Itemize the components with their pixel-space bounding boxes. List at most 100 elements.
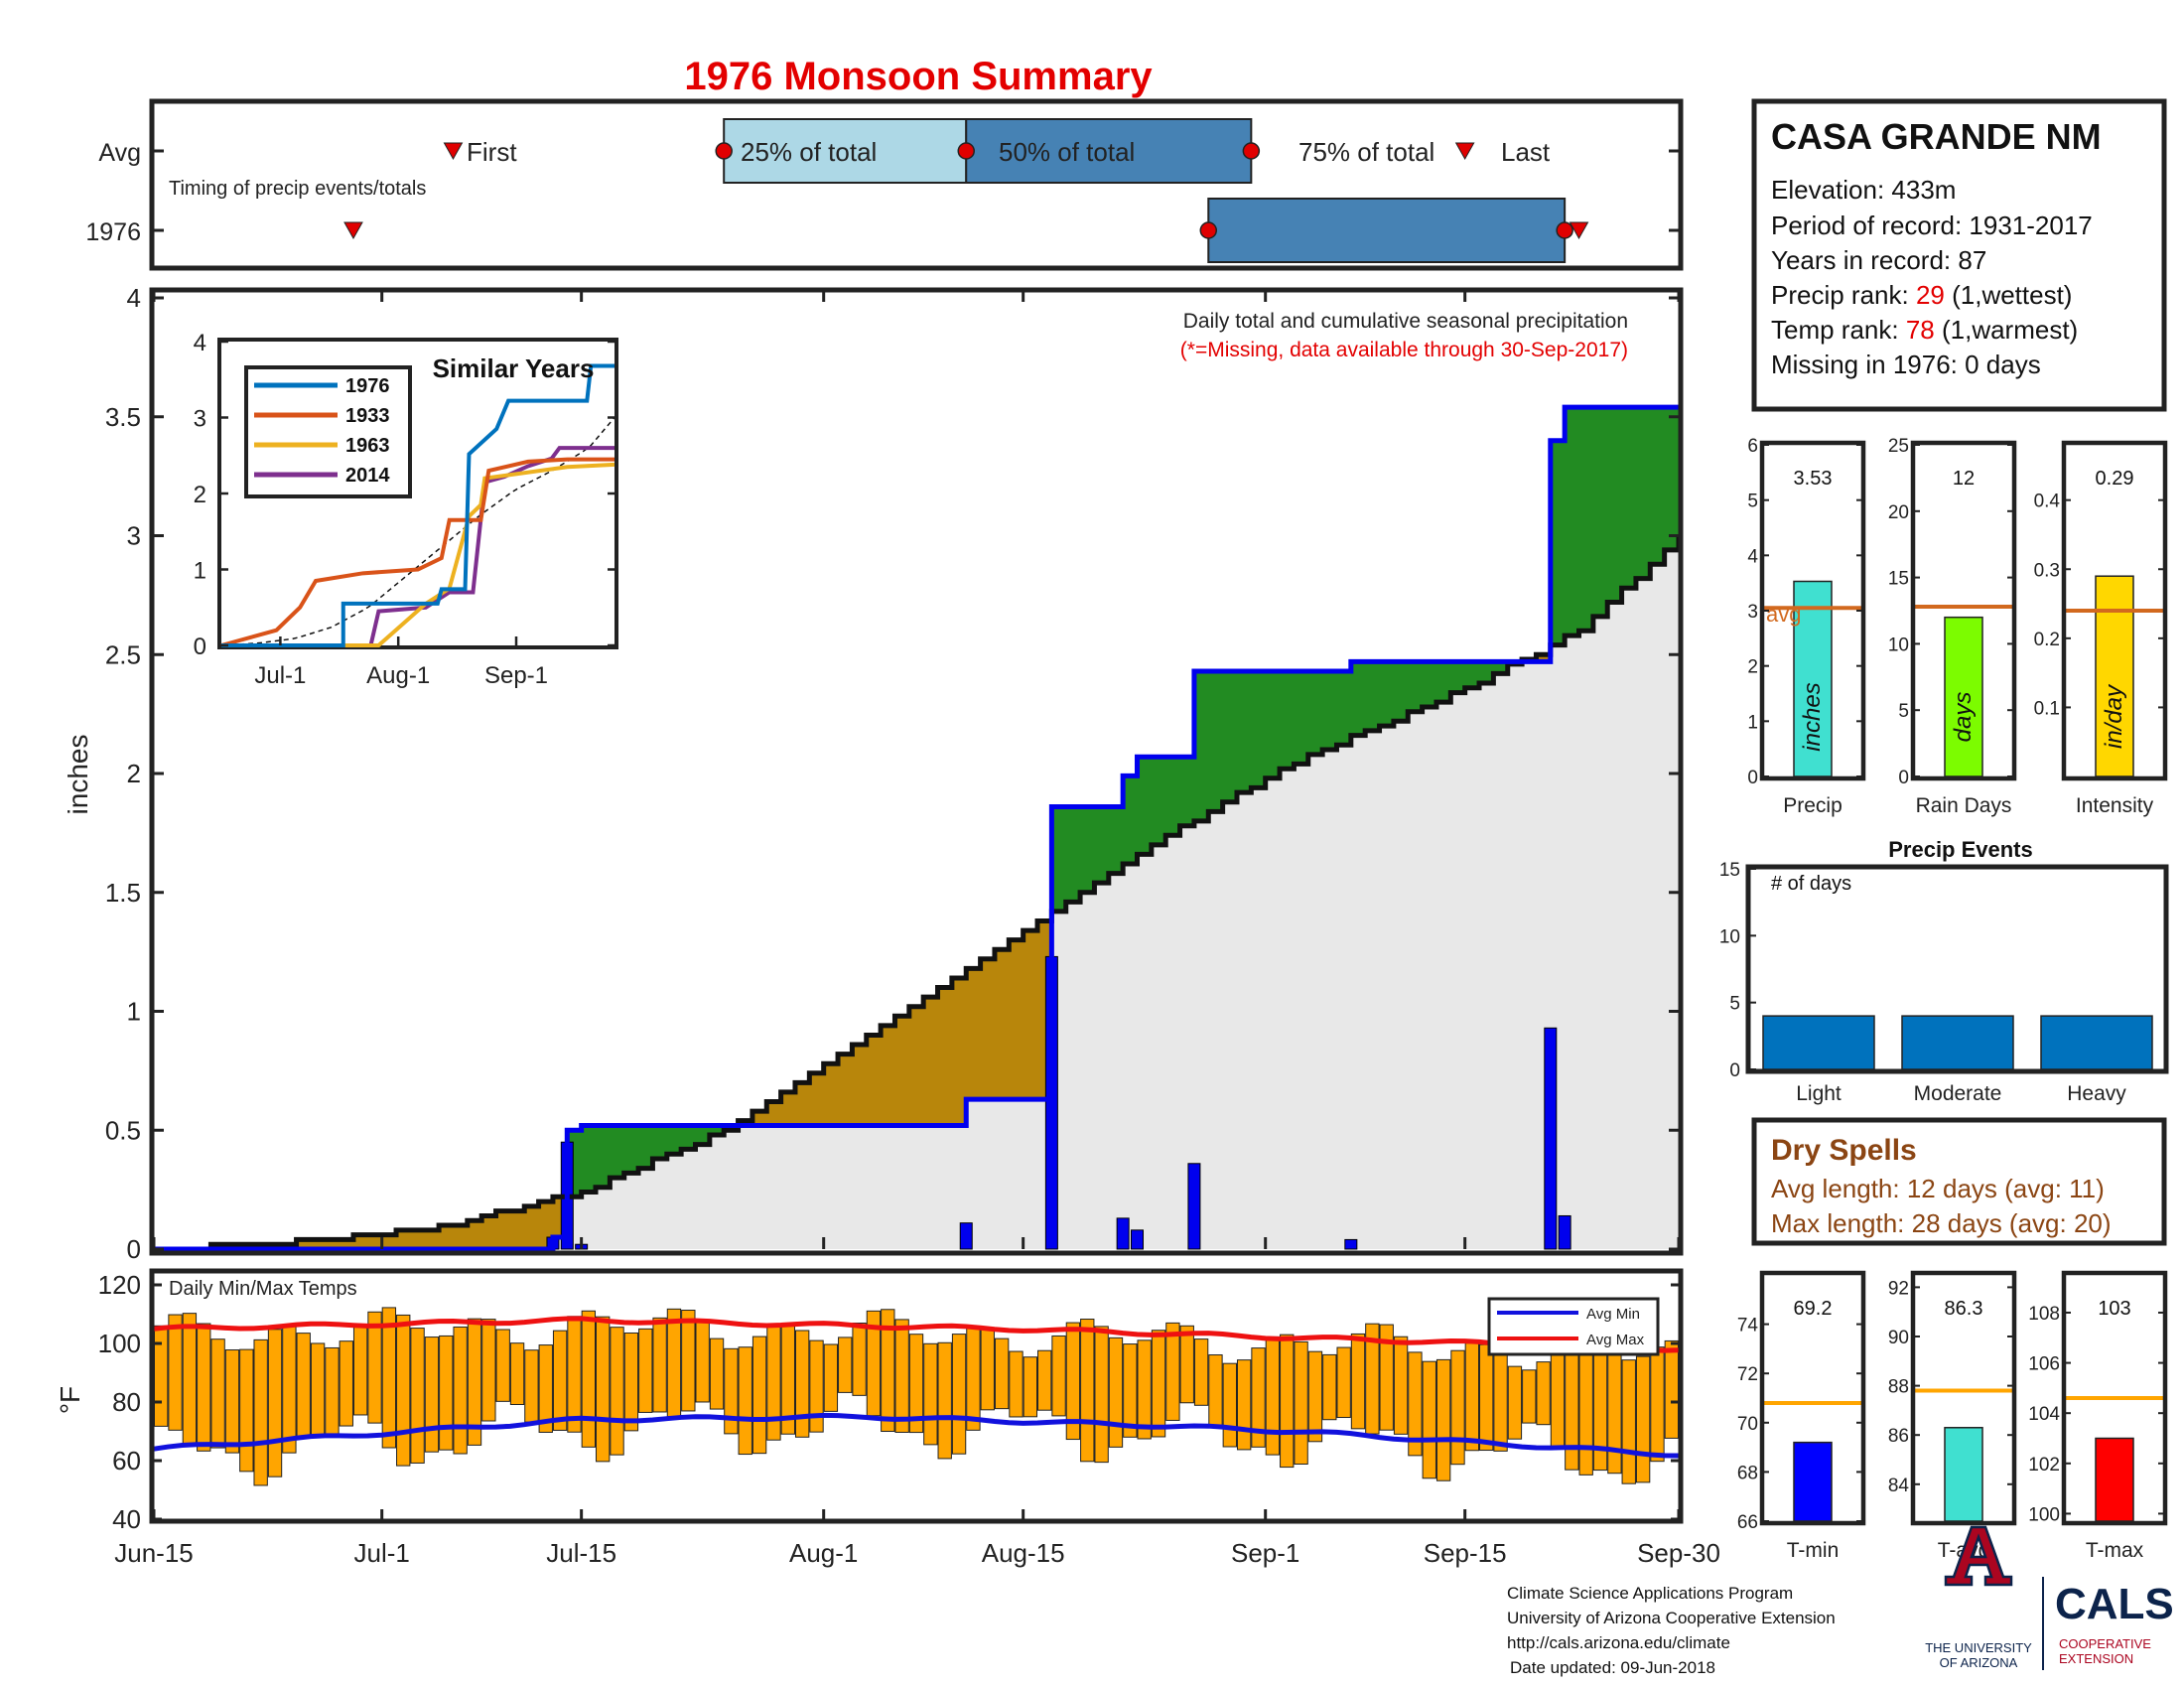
daily-temp-bar — [239, 1348, 254, 1473]
daily-temp-bar — [296, 1333, 311, 1438]
main-plot-frame — [149, 287, 1684, 1256]
precip-stat-tick-label: 0 — [1747, 768, 1758, 788]
event-bar-light — [1762, 1015, 1875, 1070]
raindays-stat: 0 5 10 15 20 25 12 Rain Days days — [1888, 436, 2017, 817]
precip-stat-avg-label: avg — [1766, 602, 1801, 627]
daily-temp-bar — [168, 1314, 183, 1431]
daily-temp-bar — [481, 1319, 496, 1422]
year-q75-marker — [1556, 221, 1573, 239]
daily-temp-bar — [509, 1342, 525, 1405]
daily-temp-bar — [709, 1337, 725, 1410]
daily-temp-bar — [154, 1325, 169, 1427]
avg-q25-marker — [715, 142, 733, 160]
daily-temp-bar — [1422, 1360, 1436, 1479]
svg-text:OF ARIZONA: OF ARIZONA — [1940, 1655, 2018, 1670]
temp-chart-title: Daily Min/Max Temps — [169, 1278, 357, 1300]
daily-temp-bar — [1464, 1342, 1480, 1452]
footer-line1: Climate Science Applications Program — [1507, 1584, 1793, 1603]
tavg-stat-frame — [1910, 1270, 2017, 1526]
inset-line-1933 — [220, 457, 614, 647]
station-years: Years in record: 87 — [1771, 245, 1986, 275]
daily-temp-bar — [1307, 1350, 1323, 1443]
tmax-stat: 100 102 104 106 108 103 T-max — [2028, 1270, 2168, 1562]
main-ytick-label: 2.5 — [105, 639, 141, 669]
year-last-marker — [1569, 221, 1589, 240]
temp-ytick-label: 120 — [98, 1270, 141, 1300]
daily-temp-bar — [367, 1311, 382, 1424]
main-ytick-label: 4 — [127, 283, 141, 313]
daily-temp-bar — [695, 1322, 710, 1403]
daily-temp-bar — [1023, 1356, 1038, 1418]
date-tick-sep-1: Sep-1 — [1231, 1538, 1299, 1568]
timing-q25-label: 25% of total — [741, 137, 877, 167]
avg-min-line — [153, 1412, 1680, 1459]
daily-temp-bar — [1522, 1369, 1537, 1424]
daily-temp-bar — [881, 1309, 895, 1433]
daily-temp-bar — [210, 1338, 225, 1449]
station-temp-rank: Temp rank: 78 (1,warmest) — [1771, 315, 2078, 345]
svg-text:CALS: CALS — [2055, 1580, 2174, 1628]
daily-temp-bar — [581, 1310, 597, 1448]
tavg-stat-tick-label: 86 — [1888, 1426, 1909, 1447]
daily-precip-bar — [1344, 1238, 1358, 1250]
events-tick-label: 5 — [1729, 994, 1740, 1015]
daily-temp-bar — [980, 1327, 995, 1411]
daily-temp-bar — [681, 1310, 696, 1412]
inset-ytick-label: 2 — [194, 482, 206, 508]
temp-ytick-label: 40 — [112, 1504, 141, 1534]
tmax-stat-label: T-max — [2086, 1539, 2144, 1562]
avg-last-marker — [1454, 142, 1475, 161]
daily-temp-bar — [467, 1318, 482, 1446]
event-label-moderate: Moderate — [1914, 1082, 2002, 1105]
precip-stat-tick-label: 5 — [1747, 492, 1758, 512]
daily-temp-bar — [994, 1337, 1010, 1410]
avg-q50-marker — [957, 142, 975, 160]
tmin-stat-tick-label: 66 — [1737, 1512, 1758, 1533]
raindays-stat-label: Rain Days — [1916, 794, 2012, 817]
main-ytick-label: 0 — [127, 1234, 141, 1264]
intensity-stat-tick-label: 0.3 — [2034, 560, 2060, 581]
timing-caption: Timing of precip events/totals — [169, 178, 426, 200]
daily-temp-bar — [638, 1328, 653, 1413]
main-note: Daily total and cumulative seasonal prec… — [1183, 310, 1628, 333]
temp-stat-charts: 666870727469.2T-min848688909286.3T-avg10… — [1737, 1270, 2168, 1562]
daily-temp-bar — [610, 1327, 624, 1456]
timing-q50-label: 50% of total — [999, 137, 1135, 167]
daily-temp-bar — [1179, 1325, 1194, 1404]
precip-stat-bar — [1793, 580, 1833, 777]
tavg-stat-tick-label: 84 — [1888, 1476, 1910, 1496]
main-ytick-label: 2 — [127, 759, 141, 788]
daily-temp-bar — [1208, 1354, 1223, 1428]
tmin-stat-tick-label: 74 — [1737, 1316, 1759, 1336]
daily-temp-bar — [339, 1340, 353, 1427]
daily-temp-bar — [1408, 1351, 1423, 1457]
cals-logo: CALS COOPERATIVE EXTENSION — [2055, 1580, 2174, 1666]
timing-first-label: First — [467, 137, 517, 167]
inset-lines: 0 1 2 3 4 Jul-1 Aug-1 Sep-1 — [194, 330, 616, 689]
daily-temp-bar — [1280, 1334, 1295, 1469]
tmin-stat-label: T-min — [1787, 1539, 1840, 1562]
daily-precip-bar — [959, 1222, 973, 1250]
date-tick-jun-15: Jun-15 — [114, 1538, 194, 1568]
daily-temp-bar — [1236, 1359, 1252, 1451]
daily-temp-bar — [381, 1307, 397, 1449]
daily-temp-bar — [1607, 1352, 1622, 1475]
events-tick-label: 10 — [1719, 926, 1740, 947]
inset-xtick-label: Aug-1 — [366, 662, 430, 689]
tmax-stat-bar — [2095, 1437, 2134, 1522]
date-tick-labels: Jun-15 Jul-1 Jul-15 Aug-1 Aug-15 Sep-1 Sep-15 S… — [114, 1538, 1720, 1568]
inset-ytick-label: 4 — [194, 330, 206, 356]
daily-temp-bar — [1450, 1349, 1465, 1466]
precip-stat-tick-label: 2 — [1747, 657, 1758, 678]
daily-precip-bar — [1558, 1214, 1571, 1250]
tmax-stat-frame — [2061, 1270, 2168, 1526]
temp-plot-frame — [149, 1268, 1684, 1524]
inset-ytick-label: 1 — [194, 558, 206, 585]
timing-row-avg: Avg — [98, 139, 141, 167]
station-precip-rank: Precip rank: 29 (1,wettest) — [1771, 280, 2072, 310]
inset-title: Similar Years — [433, 353, 595, 383]
inset-line-1976 — [221, 363, 614, 647]
